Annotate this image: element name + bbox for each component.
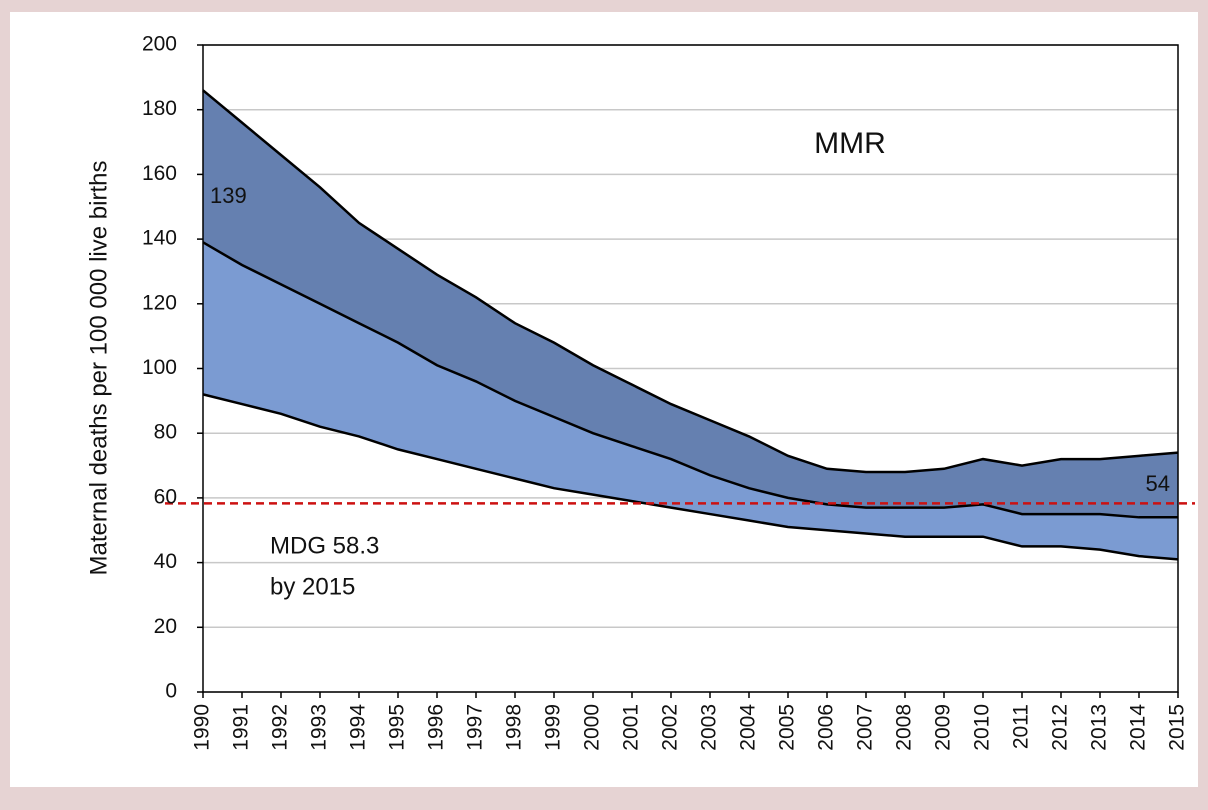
line [202, 89, 1179, 474]
marks [165, 89, 1195, 561]
y-tick-label: 160 [142, 162, 177, 185]
annotation: MMR [814, 127, 886, 160]
x-tick-label: 2009 [932, 704, 955, 751]
band-fill [203, 242, 1178, 560]
x-tick-label: 2013 [1088, 704, 1111, 751]
y-tick-label: 100 [142, 356, 177, 379]
x-tick-label: 2010 [971, 704, 994, 751]
x-tick-label: 1997 [464, 704, 487, 751]
x-tick-label: 2007 [854, 704, 877, 751]
x-tick-label: 2011 [1010, 704, 1033, 749]
y-tick-label: 80 [154, 421, 177, 444]
x-tick-label: 1993 [308, 704, 331, 751]
y-tick-label: 140 [142, 227, 177, 250]
x-tick-label: 1995 [386, 704, 409, 751]
y-tick-label: 120 [142, 291, 177, 314]
x-tick-label: 1996 [425, 704, 448, 751]
band-fill [203, 90, 1178, 518]
y-tick-label: 0 [165, 680, 177, 703]
x-tick-label: 1994 [347, 704, 370, 751]
x-tick-label: 1990 [191, 704, 214, 751]
line [202, 241, 1178, 519]
plot-frame [202, 44, 1179, 693]
x-tick-label: 2012 [1049, 704, 1072, 751]
annotation: 54 [1146, 471, 1170, 496]
x-tick-label: 2006 [815, 704, 838, 751]
y-tick-label: 20 [154, 615, 177, 638]
x-tick-label: 2001 [620, 704, 643, 751]
x-tick-label: 1998 [503, 704, 526, 751]
x-tick-label: 1999 [542, 704, 565, 751]
y-tick-label: 40 [154, 550, 177, 573]
line [202, 393, 1179, 561]
x-tick-label: 1992 [269, 704, 292, 751]
x-tick-label: 2000 [581, 704, 604, 751]
x-tick-label: 2004 [737, 704, 760, 751]
x-tick-label: 2008 [893, 704, 916, 751]
x-tick-label: 1991 [230, 704, 253, 751]
axes: 0 20 40 60 80 100 120 140 160 180 200 1990 1991 1992 1… [142, 33, 1189, 751]
annotation: by 2015 [270, 573, 355, 600]
y-axis-label: Maternal deaths per 100 000 live births [85, 161, 112, 576]
x-tick-label: 2005 [776, 704, 799, 751]
y-tick-label: 60 [154, 485, 177, 508]
y-tick-label: 200 [142, 33, 177, 56]
annotation: 139 [210, 183, 247, 208]
x-tick-label: 2003 [698, 704, 721, 751]
y-tick-label: 180 [142, 97, 177, 120]
x-tick-label: 2002 [659, 704, 682, 751]
annotation: MDG 58.3 [270, 532, 379, 559]
x-tick-label: 2015 [1166, 704, 1189, 751]
x-tick-label: 2014 [1127, 704, 1150, 751]
